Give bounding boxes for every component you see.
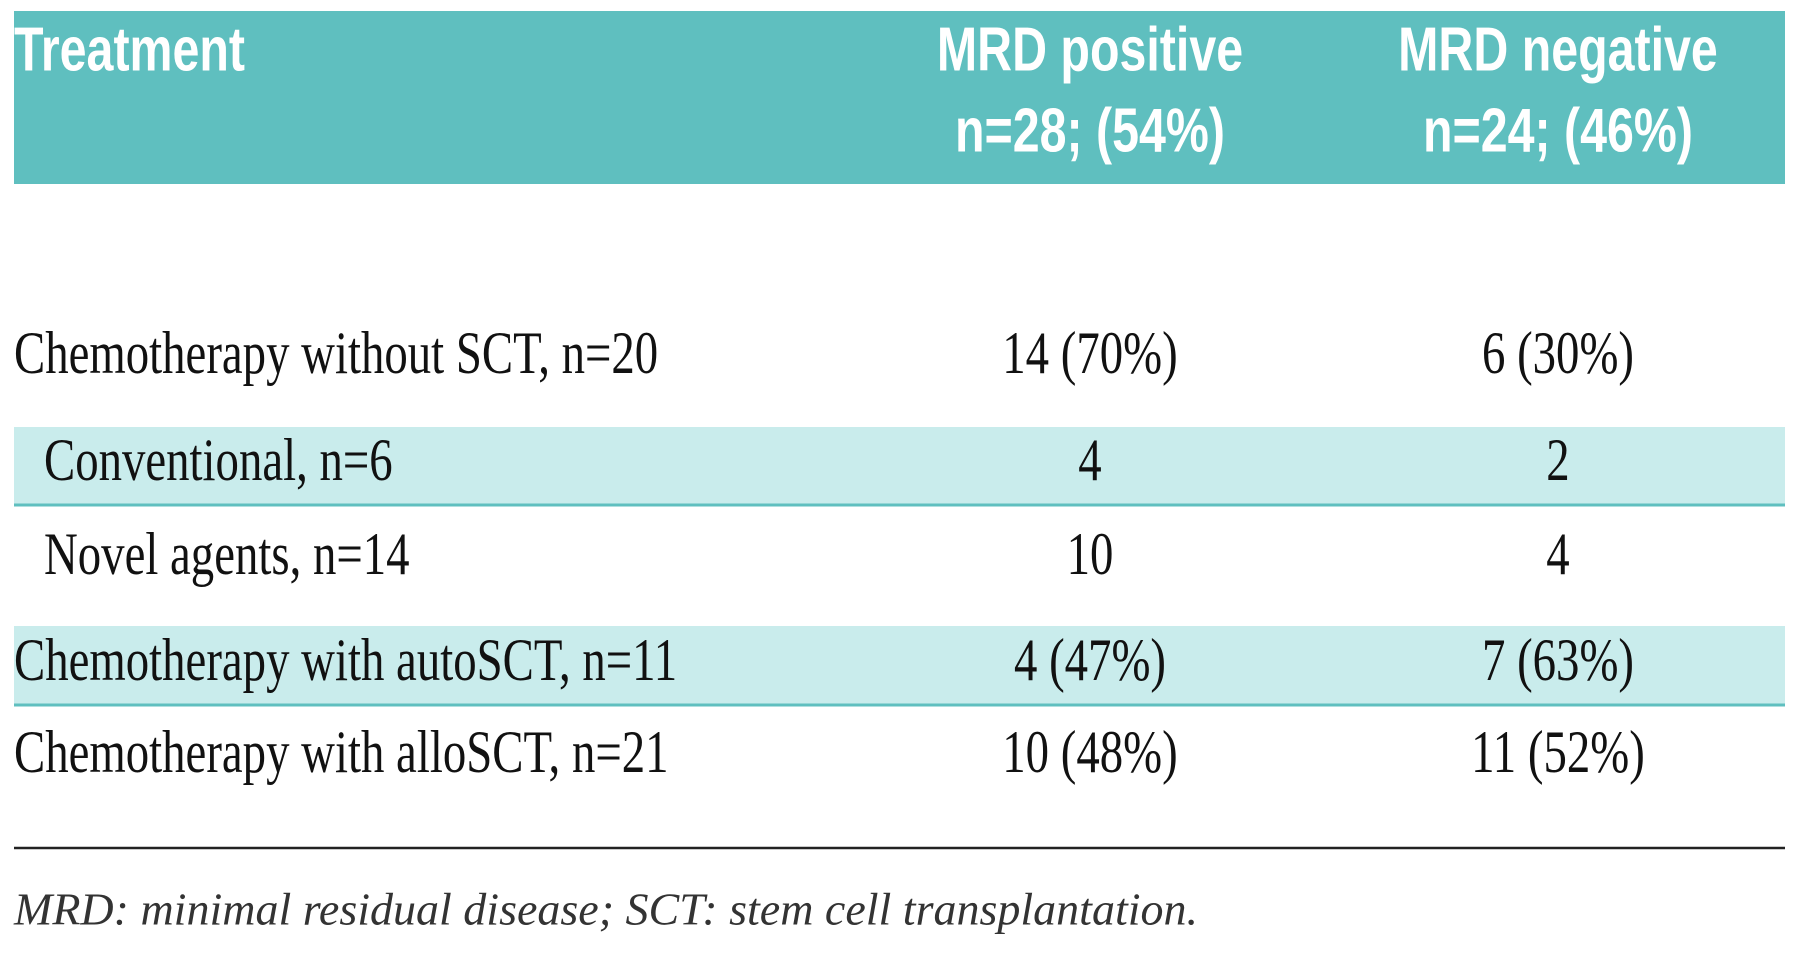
cell-value: 4 (1546, 520, 1569, 587)
cell-value: 4 (47%) (1014, 626, 1166, 693)
cell-value: 4 (1078, 426, 1101, 493)
cell-value: 14 (70%) (1002, 319, 1177, 386)
row-label: Chemotherapy without SCT, n=20 (14, 319, 658, 386)
header-cell: n=28; (54%) (955, 96, 1225, 165)
row-label: Novel agents, n=14 (44, 520, 410, 587)
row-label: Conventional, n=6 (44, 426, 393, 493)
cell-value: 11 (52%) (1471, 718, 1645, 785)
row-band (14, 427, 1785, 505)
cell-value: 10 (48%) (1002, 718, 1177, 785)
cell-value: 6 (30%) (1482, 319, 1634, 386)
cell-value: 10 (1067, 520, 1114, 587)
row-band (14, 626, 1785, 705)
row-label: Chemotherapy with alloSCT, n=21 (14, 718, 669, 785)
row-label: Chemotherapy with autoSCT, n=11 (14, 626, 677, 693)
header-cell: MRD positive (937, 15, 1243, 84)
header-cell: MRD negative (1398, 15, 1718, 84)
cell-value: 2 (1546, 426, 1569, 493)
footnote: MRD: minimal residual disease; SCT: stem… (13, 884, 1198, 935)
header-cell: Treatment (14, 15, 245, 84)
header-cell: n=24; (46%) (1423, 96, 1693, 165)
cell-value: 7 (63%) (1482, 626, 1634, 693)
header-band (14, 11, 1785, 184)
